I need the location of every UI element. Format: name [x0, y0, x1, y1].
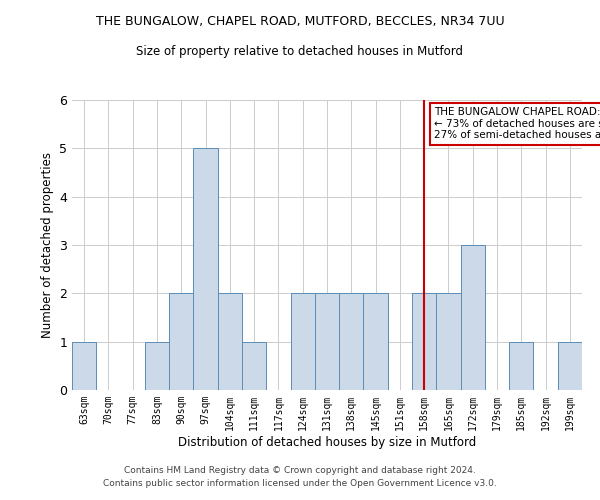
Bar [218, 294, 242, 390]
Bar [315, 294, 339, 390]
Bar [72, 342, 96, 390]
Bar [436, 294, 461, 390]
Text: Size of property relative to detached houses in Mutford: Size of property relative to detached ho… [137, 45, 464, 58]
Text: THE BUNGALOW CHAPEL ROAD: 156sqm
← 73% of detached houses are smaller (22)
27% o: THE BUNGALOW CHAPEL ROAD: 156sqm ← 73% o… [434, 108, 600, 140]
Text: Contains HM Land Registry data © Crown copyright and database right 2024.
Contai: Contains HM Land Registry data © Crown c… [103, 466, 497, 487]
X-axis label: Distribution of detached houses by size in Mutford: Distribution of detached houses by size … [178, 436, 476, 448]
Bar [169, 294, 193, 390]
Bar [412, 294, 436, 390]
Bar [145, 342, 169, 390]
Y-axis label: Number of detached properties: Number of detached properties [41, 152, 53, 338]
Text: THE BUNGALOW, CHAPEL ROAD, MUTFORD, BECCLES, NR34 7UU: THE BUNGALOW, CHAPEL ROAD, MUTFORD, BECC… [95, 15, 505, 28]
Bar [364, 294, 388, 390]
Bar [558, 342, 582, 390]
Bar [193, 148, 218, 390]
Bar [290, 294, 315, 390]
Bar [509, 342, 533, 390]
Bar [242, 342, 266, 390]
Bar [339, 294, 364, 390]
Bar [461, 245, 485, 390]
